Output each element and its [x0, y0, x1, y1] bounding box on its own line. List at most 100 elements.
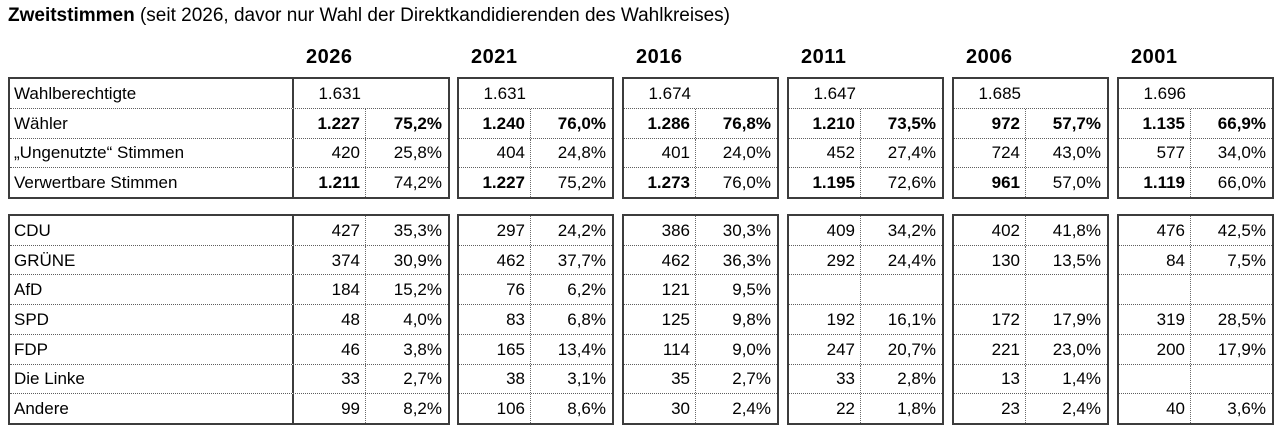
table-row: 76 6,2% — [459, 275, 612, 306]
first-year-values: 184 15,2% — [292, 275, 448, 305]
table-row: 1.240 76,0% — [459, 108, 612, 139]
cell-percent: 9,8% — [732, 310, 771, 330]
first-year-values: 33 2,7% — [292, 364, 448, 394]
cell-percent: 2,8% — [897, 369, 936, 389]
table-row: 35 2,7% — [624, 364, 777, 395]
row-label: GRÜNE — [14, 250, 76, 270]
cell-percent: 57,7% — [1052, 113, 1101, 133]
cell-percent: 66,0% — [1217, 173, 1266, 193]
summary-table-labels-and-first-year-box: Wahlberechtigte 1.631 Wähler 1.227 75,2% „Ung… — [8, 77, 450, 199]
cell-count: 1.674 — [648, 83, 691, 103]
table-row — [1119, 275, 1272, 306]
cell-percent — [1191, 79, 1272, 108]
cell-count: 247 — [789, 334, 861, 364]
cell-percent: 30,9% — [393, 250, 442, 270]
page-title: Zweitstimmen (seit 2026, davor nur Wahl … — [8, 5, 730, 27]
party-table-year-column-box: 409 34,2% 292 24,4% 192 16,1% 247 20,7% 33 2,8% 22… — [787, 214, 944, 425]
table-row: Wähler 1.227 75,2% — [10, 108, 448, 139]
cell-percent: 76,8% — [722, 113, 771, 133]
cell-percent: 2,7% — [403, 369, 442, 389]
cell-percent: 6,8% — [567, 310, 606, 330]
cell-percent — [861, 79, 942, 108]
cell-count: 1.647 — [813, 83, 856, 103]
table-row: 462 37,7% — [459, 245, 612, 276]
table-row: 1.119 66,0% — [1119, 168, 1272, 197]
summary-table-year-column-box: 1.631 1.240 76,0% 404 24,8% 1.227 75,2% — [457, 77, 614, 199]
cell-count: 184 — [294, 275, 366, 305]
table-row: 292 24,4% — [789, 245, 942, 276]
cell-count: 48 — [294, 305, 366, 334]
table-row: 1.647 — [789, 79, 942, 109]
cell-percent: 6,2% — [567, 280, 606, 300]
table-row: AfD 184 15,2% — [10, 275, 448, 306]
cell-percent — [1191, 275, 1272, 304]
row-label: CDU — [14, 220, 51, 240]
table-row: 33 2,8% — [789, 364, 942, 395]
cell-percent: 8,2% — [403, 399, 442, 419]
table-row: 577 34,0% — [1119, 138, 1272, 169]
cell-percent: 7,5% — [1227, 250, 1266, 270]
table-row: Andere 99 8,2% — [10, 394, 448, 424]
summary-table-year-column-box: 1.674 1.286 76,8% 401 24,0% 1.273 76,0% — [622, 77, 779, 199]
cell-count: 221 — [954, 334, 1026, 364]
table-row: 83 6,8% — [459, 305, 612, 335]
row-label: Andere — [14, 399, 69, 419]
cell-count: 1.240 — [459, 108, 531, 138]
cell-percent: 8,6% — [567, 399, 606, 419]
year-header: 2001 — [1131, 46, 1178, 68]
cell-count: 35 — [624, 364, 696, 394]
row-label: Die Linke — [14, 369, 85, 389]
cell-count — [1119, 275, 1191, 305]
cell-percent — [861, 275, 942, 304]
cell-percent: 13,5% — [1052, 250, 1101, 270]
cell-percent: 1,8% — [897, 399, 936, 419]
cell-percent: 57,0% — [1052, 173, 1101, 193]
table-row: Verwertbare Stimmen 1.211 74,2% — [10, 168, 448, 197]
cell-count: 1.135 — [1119, 108, 1191, 138]
table-row: 1.135 66,9% — [1119, 108, 1272, 139]
cell-percent: 2,7% — [732, 369, 771, 389]
table-row: 200 17,9% — [1119, 334, 1272, 365]
cell-count: 462 — [624, 245, 696, 275]
cell-percent: 17,9% — [1217, 339, 1266, 359]
cell-percent: 76,0% — [722, 173, 771, 193]
cell-percent: 16,1% — [887, 310, 936, 330]
cell-count: 33 — [789, 364, 861, 394]
cell-percent: 13,4% — [557, 339, 606, 359]
cell-percent: 41,8% — [1052, 220, 1101, 240]
cell-percent: 3,6% — [1227, 399, 1266, 419]
table-row: 1.674 — [624, 79, 777, 109]
cell-count: 402 — [954, 216, 1026, 245]
party-table-labels-and-first-year-box: CDU 427 35,3% GRÜNE 374 30,9% AfD 184 15,2% SPD 48… — [8, 214, 450, 425]
cell-count: 409 — [789, 216, 861, 245]
cell-count: 192 — [789, 305, 861, 334]
cell-count: 1.286 — [624, 108, 696, 138]
cell-count: 40 — [1119, 394, 1191, 424]
year-header: 2016 — [636, 46, 683, 68]
cell-percent: 28,5% — [1217, 310, 1266, 330]
first-year-values: 1.227 75,2% — [292, 108, 448, 138]
table-row: 1.195 72,6% — [789, 168, 942, 197]
year-header: 2026 — [306, 46, 353, 68]
table-row: 1.227 75,2% — [459, 168, 612, 197]
table-row: 192 16,1% — [789, 305, 942, 335]
table-row: 1.210 73,5% — [789, 108, 942, 139]
party-table-year-column-box: 476 42,5% 84 7,5% 319 28,5% 200 17,9% 40 3,6% — [1117, 214, 1274, 425]
cell-percent: 34,0% — [1217, 143, 1266, 163]
row-label: „Ungenutzte“ Stimmen — [14, 143, 185, 163]
cell-percent: 72,6% — [887, 173, 936, 193]
cell-count: 76 — [459, 275, 531, 305]
cell-percent: 20,7% — [887, 339, 936, 359]
table-row: 40 3,6% — [1119, 394, 1272, 424]
title-suffix: (seit 2026, davor nur Wahl der Direktkan… — [134, 5, 730, 26]
cell-percent: 25,8% — [393, 143, 442, 163]
summary-table-year-column-box: 1.685 972 57,7% 724 43,0% 961 57,0% — [952, 77, 1109, 199]
table-row: 401 24,0% — [624, 138, 777, 169]
table-row: GRÜNE 374 30,9% — [10, 245, 448, 276]
cell-count: 30 — [624, 394, 696, 424]
year-header: 2006 — [966, 46, 1013, 68]
cell-percent: 76,0% — [557, 113, 606, 133]
table-row: 121 9,5% — [624, 275, 777, 306]
table-row: „Ungenutzte“ Stimmen 420 25,8% — [10, 138, 448, 169]
